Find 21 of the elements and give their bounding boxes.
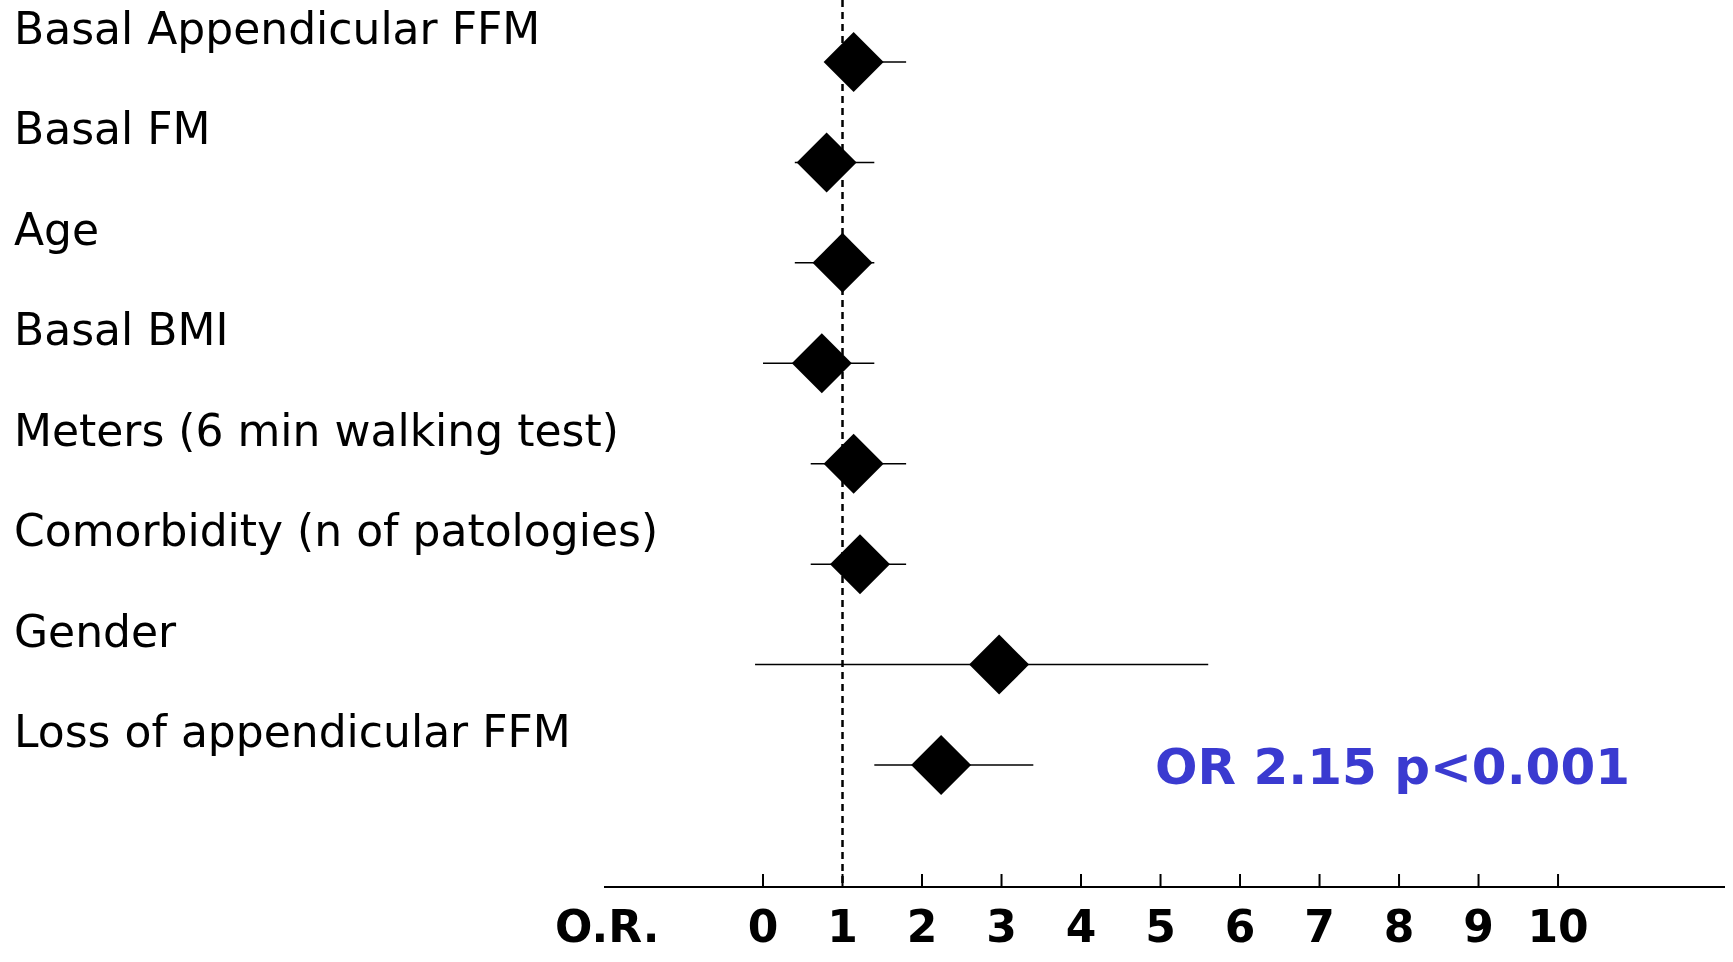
- x-tick-label: 2: [906, 901, 938, 952]
- y-tick-label: Comorbidity (n of patologies): [14, 505, 659, 557]
- y-tick-label: Basal Appendicular FFM: [14, 3, 541, 54]
- x-tick-label: 4: [1065, 901, 1097, 952]
- x-tick-label: 3: [986, 901, 1017, 952]
- x-tick-label: 8: [1383, 901, 1415, 952]
- x-tick-label: 10: [1527, 901, 1589, 952]
- y-tick-label: Gender: [14, 605, 178, 657]
- x-tick-label: 0: [747, 901, 779, 952]
- x-axis-title: O.R.: [555, 901, 660, 952]
- x-tick-label: 1: [827, 901, 858, 952]
- y-tick-label: Age: [14, 203, 100, 255]
- x-tick-label: 6: [1224, 901, 1256, 952]
- x-tick-label: 9: [1463, 901, 1494, 952]
- x-tick-label: 5: [1145, 901, 1176, 952]
- annotation: OR 2.15 p<0.001: [1154, 738, 1630, 796]
- y-tick-label: Meters (6 min walking test): [14, 404, 619, 456]
- y-tick-label: Basal BMI: [14, 304, 229, 356]
- x-tick-label: 7: [1304, 901, 1335, 952]
- y-tick-label: Basal FM: [14, 103, 211, 155]
- y-tick-label: Loss of appendicular FFM: [14, 706, 571, 757]
